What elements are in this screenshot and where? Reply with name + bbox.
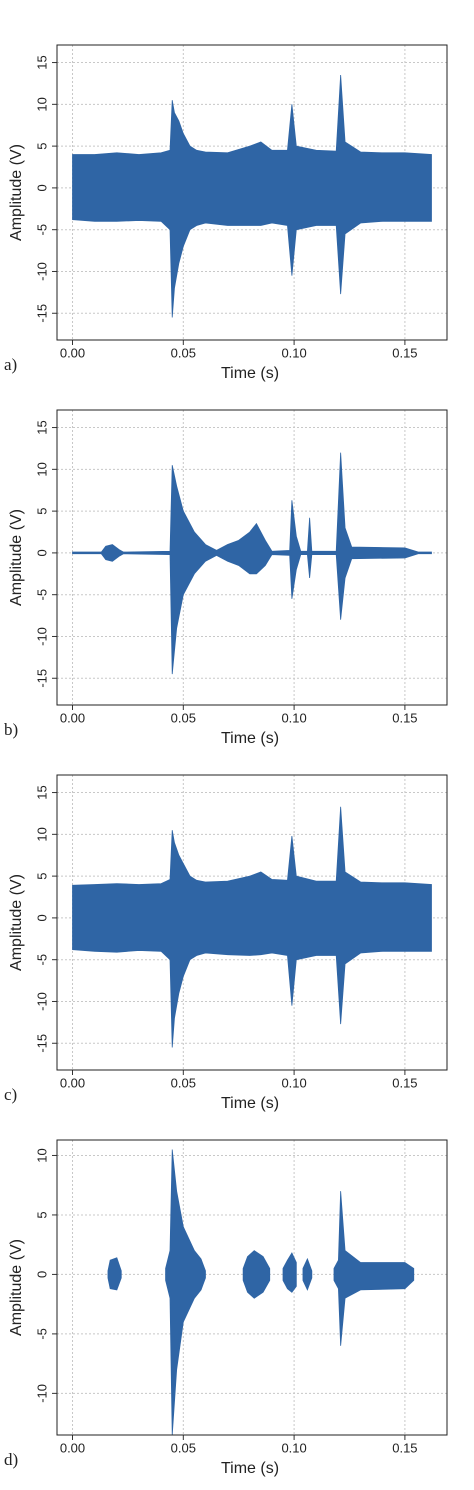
- x-tick-label: 0.05: [171, 1440, 196, 1455]
- x-tick-label: 0.05: [171, 710, 196, 725]
- x-tick-label: 0.15: [392, 710, 417, 725]
- x-tick-label: 0.15: [392, 1075, 417, 1090]
- panel: 0.00 0.05 0.10 0.15 -15 -10 -5 0 5 10 15 Time (s) Am…: [4, 409, 448, 747]
- y-tick-label: 5: [34, 1211, 49, 1218]
- panel-label: a): [4, 355, 17, 374]
- x-tick-label: 0.00: [60, 345, 85, 360]
- x-tick-label: 0.10: [281, 710, 306, 725]
- y-tick-label: 10: [34, 1148, 49, 1162]
- panel-label: c): [4, 1085, 17, 1104]
- y-tick-label: -10: [34, 262, 49, 281]
- y-tick-label: -5: [34, 1328, 49, 1340]
- y-tick-label: -15: [34, 669, 49, 688]
- x-axis-title: Time (s): [221, 1460, 279, 1477]
- waveform: [72, 75, 432, 318]
- y-tick-label: -10: [34, 1384, 49, 1403]
- panel: 0.00 0.05 0.10 0.15 -15 -10 -5 0 5 10 15 Time (s) Am…: [4, 774, 448, 1112]
- plot-frame: [56, 44, 448, 341]
- plot-frame: [56, 774, 448, 1071]
- y-tick-label: -5: [34, 954, 49, 966]
- waveform: [165, 1149, 206, 1436]
- x-tick-label: 0.10: [281, 345, 306, 360]
- y-tick-label: 0: [34, 549, 49, 556]
- y-tick-label: -15: [34, 304, 49, 323]
- y-tick-label: 0: [34, 184, 49, 191]
- x-axis-title: Time (s): [221, 730, 279, 747]
- waveform: [282, 1252, 297, 1293]
- x-tick-label: 0.15: [392, 345, 417, 360]
- y-tick-label: 10: [34, 827, 49, 841]
- panel: 0.00 0.05 0.10 0.15 -10 -5 0 5 10 Time (s) Amplitu…: [4, 1139, 448, 1477]
- waveform: [107, 1257, 122, 1291]
- y-tick-label: 0: [34, 1271, 49, 1278]
- y-tick-label: 5: [34, 873, 49, 880]
- y-tick-label: 10: [34, 97, 49, 111]
- waveform: [333, 1191, 415, 1346]
- y-axis-title: Amplitude (V): [8, 1239, 25, 1336]
- panel-label: d): [4, 1450, 18, 1469]
- x-tick-label: 0.00: [60, 1440, 85, 1455]
- x-tick-label: 0.10: [281, 1075, 306, 1090]
- x-tick-label: 0.15: [392, 1440, 417, 1455]
- y-axis-title: Amplitude (V): [8, 144, 25, 241]
- plot-frame: [56, 409, 448, 706]
- x-tick-label: 0.05: [171, 345, 196, 360]
- y-tick-label: 5: [34, 143, 49, 150]
- y-axis-title: Amplitude (V): [8, 509, 25, 606]
- y-tick-label: -5: [34, 224, 49, 236]
- y-axis-title: Amplitude (V): [8, 874, 25, 971]
- waveform: [302, 1257, 313, 1291]
- waveform: [72, 452, 432, 675]
- x-axis-title: Time (s): [221, 1095, 279, 1112]
- y-tick-label: 0: [34, 914, 49, 921]
- x-axis-title: Time (s): [221, 365, 279, 382]
- y-tick-label: -10: [34, 627, 49, 646]
- panel: 0.00 0.05 0.10 0.15 -15 -10 -5 0 5 10 15 Time (s) Am…: [4, 44, 448, 382]
- y-tick-label: 15: [34, 785, 49, 799]
- panel-label: b): [4, 720, 18, 739]
- plot-frame: [56, 1139, 448, 1436]
- x-tick-label: 0.05: [171, 1075, 196, 1090]
- y-tick-label: 15: [34, 420, 49, 434]
- waveform: [242, 1250, 271, 1299]
- waveform: [72, 806, 432, 1048]
- y-tick-label: -10: [34, 992, 49, 1011]
- x-tick-label: 0.10: [281, 1440, 306, 1455]
- y-tick-label: 5: [34, 508, 49, 515]
- y-tick-label: 15: [34, 55, 49, 69]
- x-tick-label: 0.00: [60, 1075, 85, 1090]
- x-tick-label: 0.00: [60, 710, 85, 725]
- y-tick-label: -5: [34, 589, 49, 601]
- y-tick-label: -15: [34, 1034, 49, 1053]
- y-tick-label: 10: [34, 462, 49, 476]
